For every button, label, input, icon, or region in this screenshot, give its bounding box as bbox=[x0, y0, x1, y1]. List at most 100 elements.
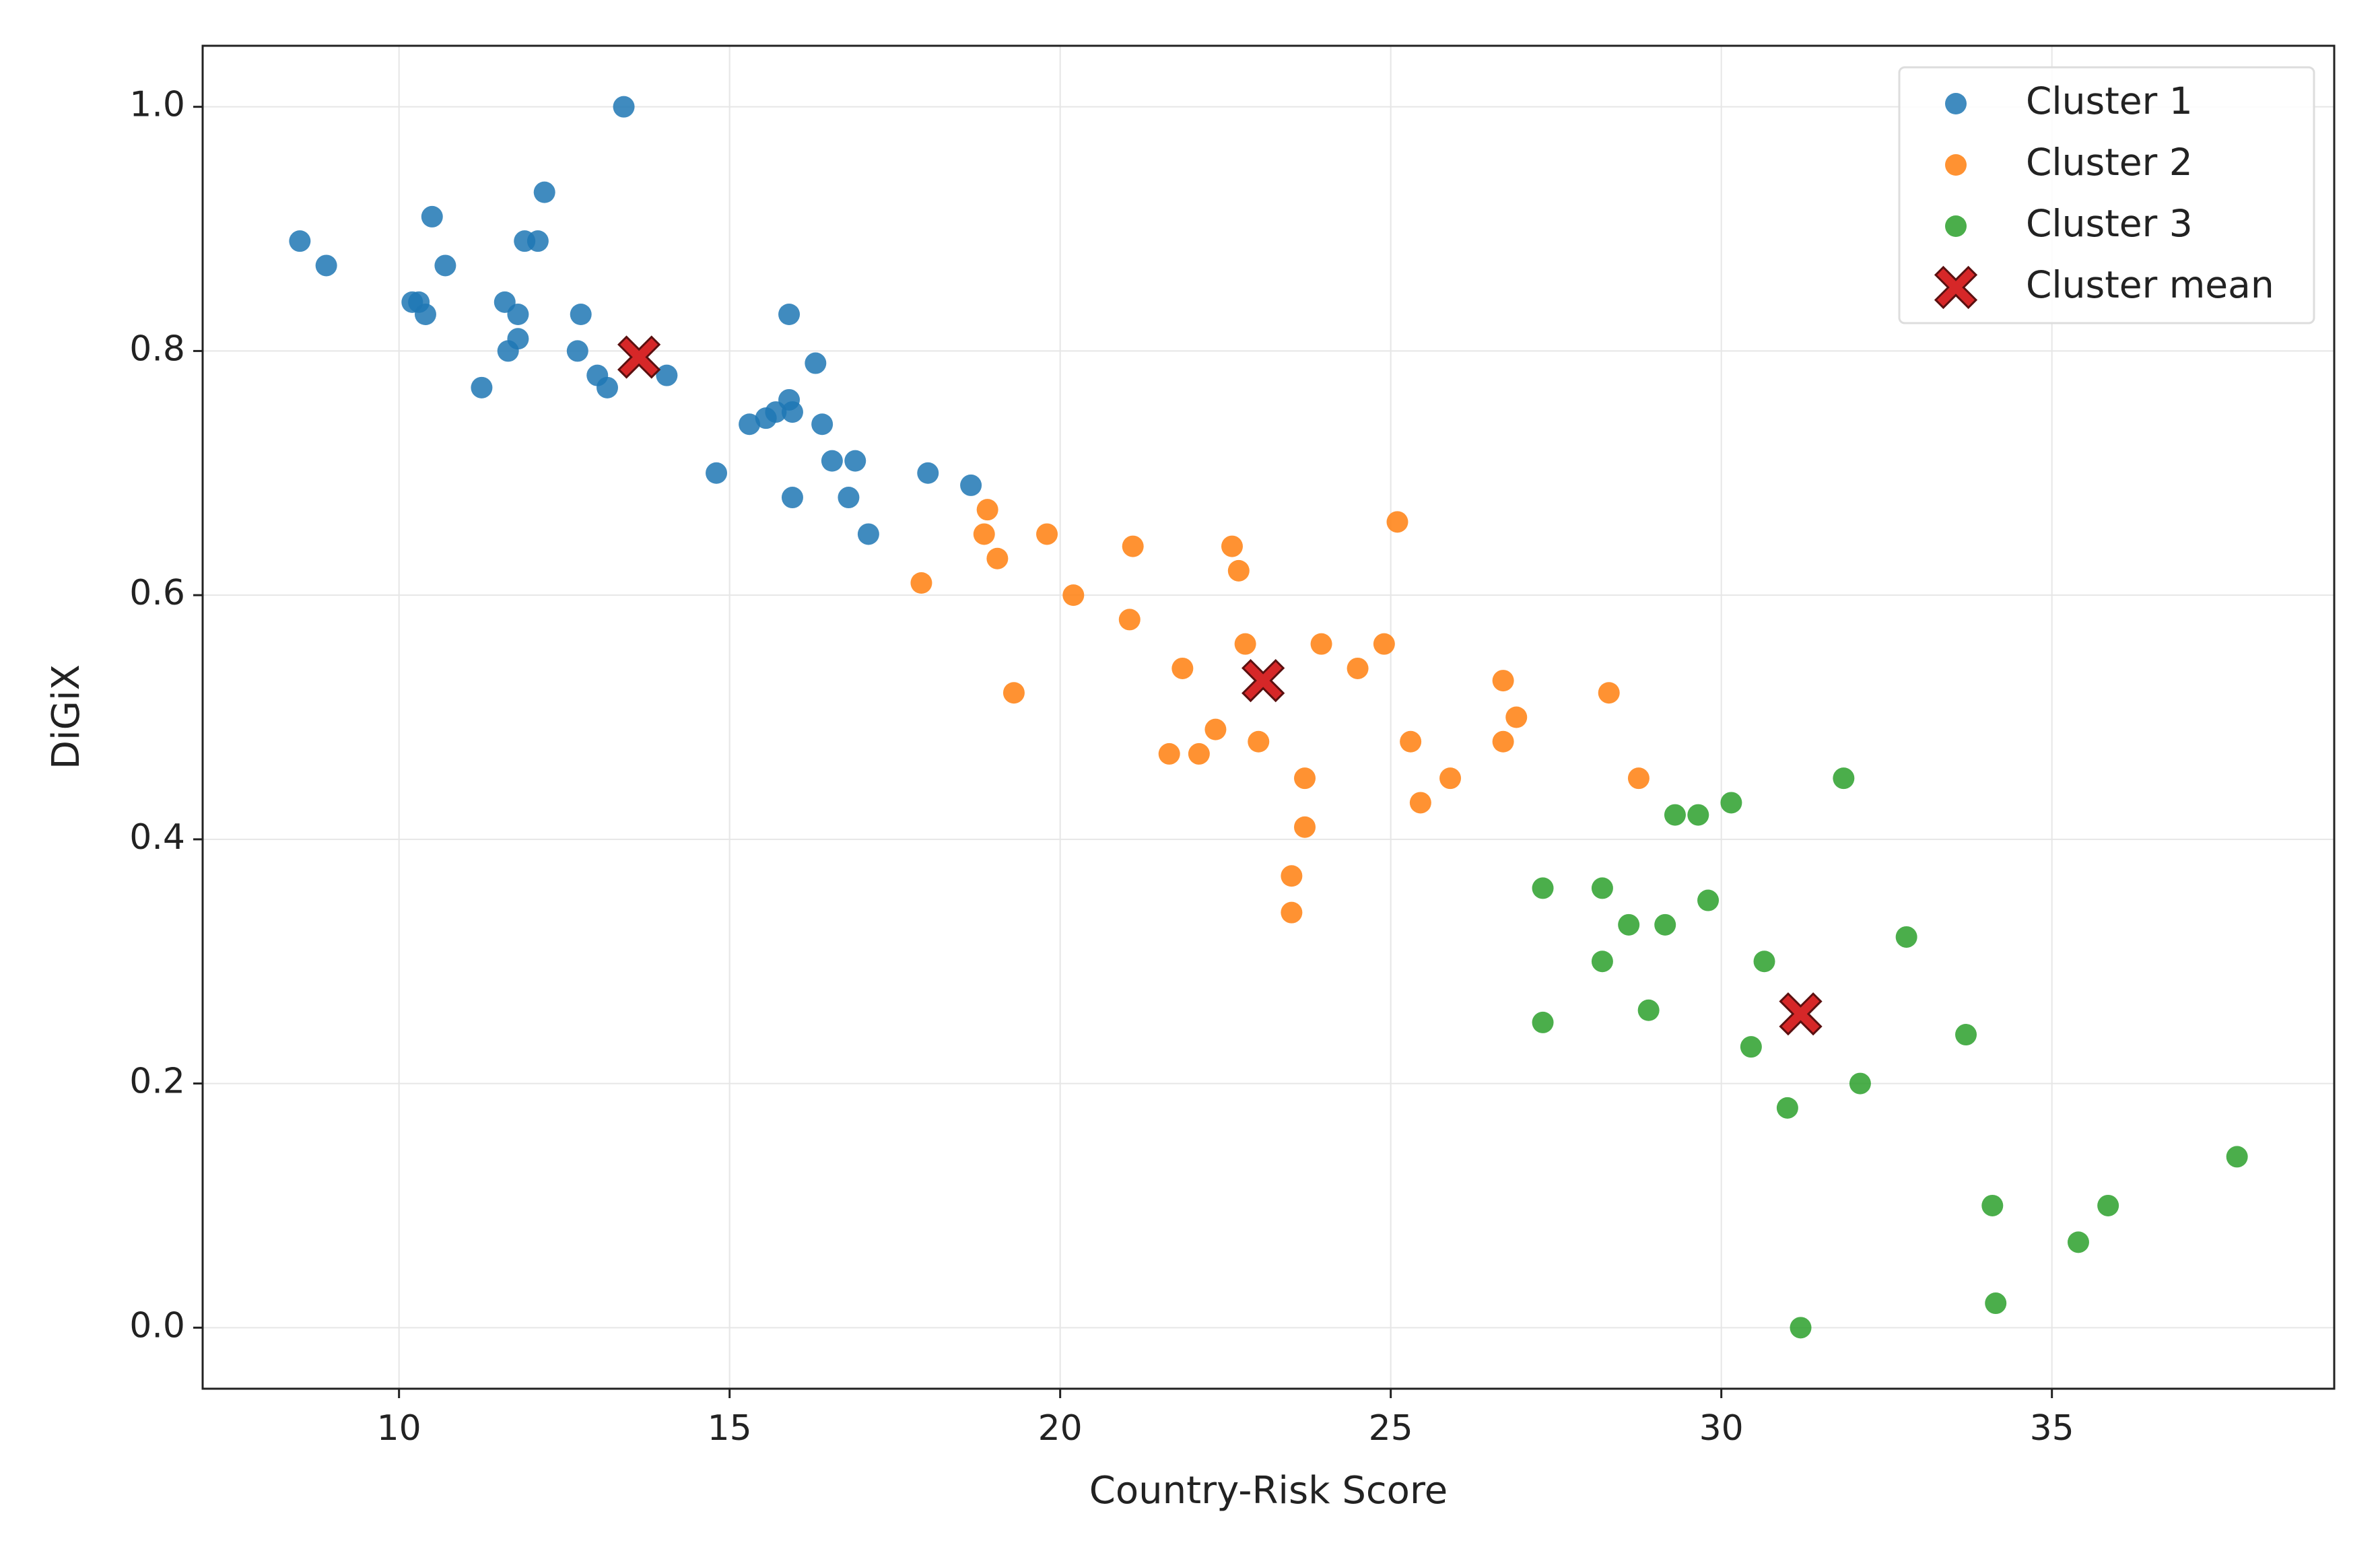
point bbox=[1122, 535, 1144, 557]
point bbox=[706, 462, 728, 484]
x-tick-label: 10 bbox=[377, 1408, 421, 1449]
point bbox=[2067, 1231, 2089, 1253]
point bbox=[289, 230, 311, 252]
legend-marker bbox=[1945, 93, 1967, 114]
point bbox=[1002, 682, 1025, 704]
point bbox=[1985, 1292, 2007, 1315]
point bbox=[2226, 1146, 2248, 1168]
point bbox=[1492, 730, 1514, 753]
x-tick-label: 25 bbox=[1369, 1408, 1413, 1449]
point bbox=[1347, 657, 1369, 679]
x-tick-label: 35 bbox=[2030, 1408, 2074, 1449]
point bbox=[1833, 767, 1855, 790]
point bbox=[1776, 1097, 1798, 1119]
point bbox=[1234, 633, 1256, 655]
x-axis-label: Country-Risk Score bbox=[1089, 1469, 1448, 1513]
point bbox=[1400, 730, 1422, 753]
point bbox=[811, 413, 834, 436]
point bbox=[566, 340, 588, 362]
point bbox=[1627, 767, 1650, 790]
legend-label: Cluster 3 bbox=[2026, 202, 2193, 245]
point bbox=[596, 376, 618, 399]
plot-frame bbox=[201, 44, 2336, 1390]
point bbox=[781, 487, 803, 509]
point bbox=[910, 572, 932, 594]
y-tick-label: 0.6 bbox=[129, 573, 185, 613]
point bbox=[1171, 657, 1194, 679]
point bbox=[1310, 633, 1332, 655]
mean-marker bbox=[1779, 992, 1823, 1036]
y-tick-label: 0.8 bbox=[129, 328, 185, 369]
point bbox=[315, 254, 337, 277]
point bbox=[781, 401, 803, 423]
point bbox=[570, 304, 592, 325]
point bbox=[986, 547, 1009, 569]
point bbox=[533, 181, 555, 203]
point bbox=[739, 413, 761, 436]
point bbox=[656, 364, 678, 386]
point bbox=[1654, 913, 1676, 936]
point bbox=[805, 352, 827, 374]
point bbox=[414, 304, 436, 325]
y-axis-label: DiGiX bbox=[44, 664, 88, 769]
point bbox=[1955, 1024, 1977, 1046]
point bbox=[1221, 535, 1243, 557]
point bbox=[1687, 804, 1709, 826]
point bbox=[1591, 877, 1613, 899]
point bbox=[1227, 559, 1250, 582]
legend-marker bbox=[1945, 154, 1967, 176]
y-tick-label: 0.2 bbox=[129, 1062, 185, 1102]
point bbox=[1753, 950, 1775, 973]
point bbox=[1158, 742, 1180, 765]
point bbox=[1637, 999, 1660, 1021]
legend-label: Cluster 1 bbox=[2026, 79, 2193, 123]
point bbox=[1036, 523, 1058, 545]
point bbox=[1532, 877, 1554, 899]
point bbox=[778, 304, 801, 325]
legend-marker bbox=[1945, 215, 1967, 237]
point bbox=[1740, 1036, 1762, 1058]
point bbox=[960, 474, 982, 496]
point bbox=[1720, 792, 1742, 814]
point bbox=[1118, 609, 1141, 631]
point bbox=[1492, 670, 1514, 692]
point bbox=[471, 376, 493, 399]
point bbox=[1505, 706, 1528, 728]
point bbox=[1386, 511, 1408, 533]
point bbox=[1062, 584, 1085, 607]
point bbox=[421, 205, 443, 228]
point bbox=[1591, 950, 1613, 973]
x-tick-label: 15 bbox=[708, 1408, 752, 1449]
point bbox=[1697, 889, 1720, 911]
point bbox=[1188, 742, 1210, 765]
point bbox=[1204, 718, 1227, 740]
mean-marker bbox=[617, 335, 661, 379]
point bbox=[1532, 1011, 1554, 1033]
point bbox=[1409, 792, 1431, 814]
legend-label: Cluster 2 bbox=[2026, 141, 2193, 184]
point bbox=[1790, 1317, 1812, 1339]
x-tick-label: 20 bbox=[1038, 1408, 1083, 1449]
point bbox=[1439, 767, 1462, 790]
point bbox=[857, 523, 879, 545]
point bbox=[2097, 1194, 2119, 1216]
point bbox=[973, 523, 995, 545]
point bbox=[1981, 1194, 2004, 1216]
point bbox=[1895, 926, 1917, 948]
point bbox=[1281, 901, 1303, 924]
point bbox=[1618, 913, 1640, 936]
x-tick-label: 30 bbox=[1699, 1408, 1744, 1449]
point bbox=[526, 230, 549, 252]
legend-marker bbox=[1934, 265, 1978, 310]
y-tick-label: 1.0 bbox=[129, 85, 185, 125]
point bbox=[1294, 767, 1316, 790]
point bbox=[821, 450, 843, 472]
legend-label: Cluster mean bbox=[2026, 263, 2274, 306]
point bbox=[976, 499, 998, 521]
legend-box bbox=[1898, 66, 2315, 324]
legend: Cluster 1 Cluster 2 Cluster 3 Cluster mean bbox=[1898, 66, 2315, 324]
point bbox=[507, 328, 529, 350]
point bbox=[434, 254, 456, 277]
y-tick-label: 0.0 bbox=[129, 1305, 185, 1346]
